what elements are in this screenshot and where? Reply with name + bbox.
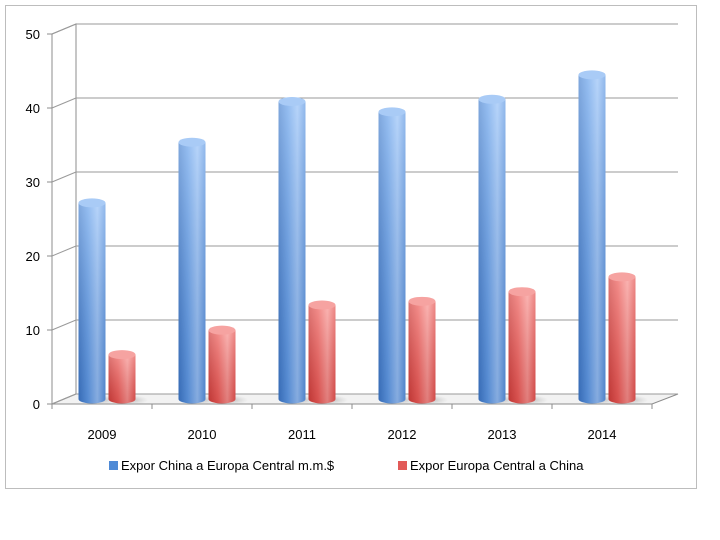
bar-china-to-europe <box>278 97 306 404</box>
bar-cap <box>508 287 536 297</box>
side-wall <box>51 23 77 405</box>
y-axis-ticks: 0 10 20 30 40 50 <box>26 27 52 412</box>
gridline-depth <box>51 171 77 183</box>
bars <box>78 70 636 404</box>
gridline-depth <box>51 393 77 405</box>
bar-shade <box>378 111 406 404</box>
bar-cap <box>478 94 506 104</box>
y-tick-label: 10 <box>26 323 40 338</box>
legend-label: Expor China a Europa Central m.m.$ <box>121 458 335 473</box>
bar-cap <box>278 97 306 107</box>
y-tick-label: 50 <box>26 27 40 42</box>
y-tick-label: 30 <box>26 175 40 190</box>
bar-china-to-europe <box>78 198 106 404</box>
bar-cap <box>578 70 606 80</box>
legend-label: Expor Europa Central a China <box>410 458 584 473</box>
bar-shade <box>278 101 306 404</box>
x-tick-label: 2010 <box>188 427 217 442</box>
bar-china-to-europe <box>478 94 506 404</box>
x-axis-ticks: 2009 2010 2011 2012 2013 2014 <box>51 404 653 442</box>
x-tick-label: 2013 <box>488 427 517 442</box>
bar-shade <box>178 142 206 404</box>
bar-shade <box>208 330 236 404</box>
x-tick-label: 2011 <box>288 427 316 442</box>
bar-cap <box>178 137 206 147</box>
legend: Expor China a Europa Central m.m.$ Expor … <box>109 458 584 473</box>
bar-shade <box>608 276 636 404</box>
gridline-depth <box>51 319 77 331</box>
gridline-depth <box>51 23 77 35</box>
y-tick-label: 20 <box>26 249 40 264</box>
bar-europe-to-china <box>108 350 136 404</box>
bar-shade <box>508 291 536 404</box>
gridline-depth <box>51 245 77 257</box>
bar-shade <box>578 74 606 404</box>
bar-europe-to-china <box>208 325 236 404</box>
bar-europe-to-china <box>408 296 436 404</box>
bar-shade <box>478 99 506 404</box>
bar-cap <box>208 325 236 335</box>
legend-swatch <box>109 461 118 470</box>
bar-shade <box>308 305 336 404</box>
y-tick-label: 0 <box>33 397 40 412</box>
bar-cap <box>308 300 336 310</box>
gridlines <box>51 23 678 405</box>
bar-europe-to-china <box>508 287 536 404</box>
bar-europe-to-china <box>608 272 636 404</box>
y-tick-label: 40 <box>26 101 40 116</box>
bar-shade <box>108 354 136 404</box>
x-tick-label: 2009 <box>88 427 117 442</box>
bar-china-to-europe <box>578 70 606 404</box>
legend-swatch <box>398 461 407 470</box>
bar-cap <box>78 198 106 208</box>
bar-cap <box>608 272 636 282</box>
gridline-depth <box>51 97 77 109</box>
bar-shade <box>408 301 436 404</box>
x-tick-label: 2012 <box>388 427 417 442</box>
bar-cap <box>408 296 436 306</box>
bar-shade <box>78 202 106 404</box>
bar-europe-to-china <box>308 300 336 404</box>
bar-cap <box>108 350 136 360</box>
bar-china-to-europe <box>378 107 406 404</box>
x-tick-label: 2014 <box>588 427 617 442</box>
bar-china-to-europe <box>178 137 206 404</box>
bar-cap <box>378 107 406 117</box>
